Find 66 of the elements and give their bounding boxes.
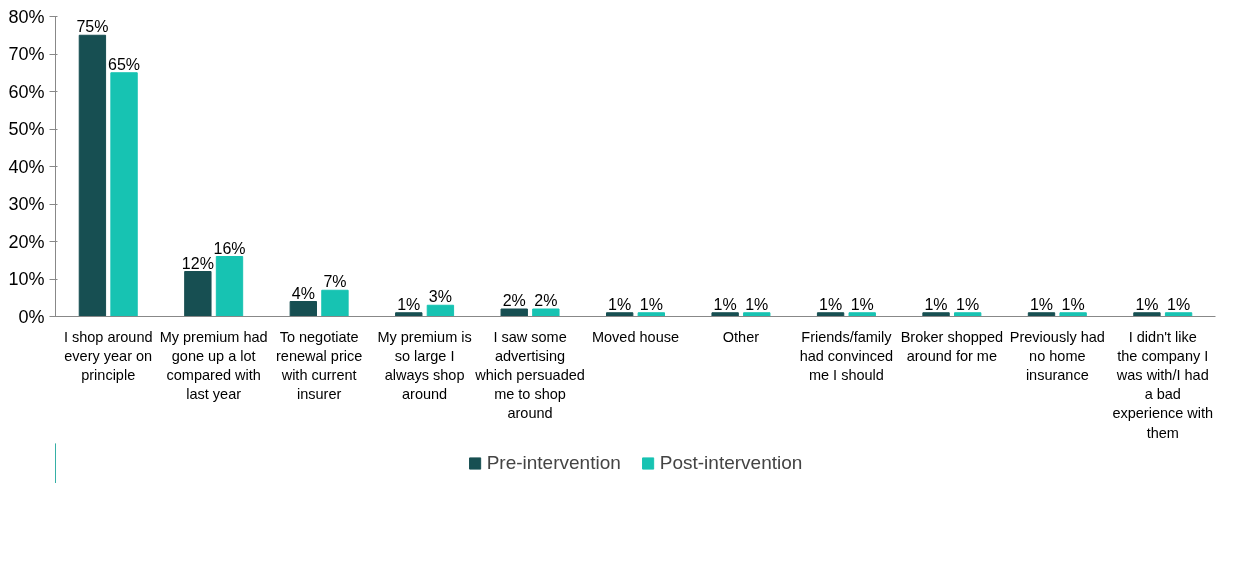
x-tick-label: Other	[722, 328, 760, 345]
x-tick-label: I didn't like the company I was with/I had a bad experience with them	[1112, 328, 1214, 441]
bar	[426, 304, 455, 317]
data-label: 1%	[819, 295, 843, 313]
data-label: 1%	[956, 295, 980, 313]
bar	[606, 312, 634, 317]
bar	[711, 312, 739, 317]
x-tick-label: Friends/family had convinced me I should	[799, 328, 894, 383]
data-label: 65%	[108, 55, 141, 73]
y-tick-label: 30%	[8, 194, 45, 214]
bar	[500, 308, 528, 317]
bar	[78, 34, 107, 317]
y-tick-label: 0%	[18, 306, 45, 327]
bar	[816, 312, 845, 317]
x-tick-label: My premium is so large I always shop around	[377, 328, 472, 403]
bar	[184, 271, 212, 317]
bar	[922, 312, 950, 317]
data-label: 75%	[76, 18, 109, 36]
x-tick-label: Broker shopped around for me	[900, 328, 1004, 364]
bar	[532, 308, 560, 317]
x-tick-label: To negotiate renewal price with current insurer	[276, 328, 363, 403]
y-tick-label: 20%	[8, 231, 45, 252]
y-tick-label: 40%	[8, 156, 45, 177]
y-tick-label: 70%	[8, 44, 45, 64]
x-tick-label: Previously had no home insurance	[1009, 328, 1105, 383]
bar	[289, 301, 317, 317]
x-tick-label: My premium had gone up a lot compared with last year	[159, 328, 268, 403]
y-tick-label: 60%	[8, 81, 45, 102]
x-tick-label: I saw some advertising which persuaded me to shop around	[474, 328, 585, 422]
y-tick-label: 80%	[8, 6, 45, 27]
data-label: 1%	[924, 295, 948, 313]
y-tick-label: 50%	[8, 119, 45, 139]
bar	[1133, 312, 1161, 317]
bar	[954, 312, 982, 317]
bar	[848, 312, 876, 317]
bar	[395, 312, 423, 317]
data-label: 1%	[1061, 295, 1085, 313]
data-label: 1%	[397, 295, 421, 313]
bar	[1164, 312, 1193, 317]
data-label: 1%	[850, 295, 874, 313]
data-label: 1%	[608, 295, 632, 313]
bar	[1027, 312, 1056, 317]
x-tick-label: I shop around every year on principle	[63, 328, 153, 383]
data-label: 1%	[713, 295, 737, 313]
bar	[110, 72, 138, 317]
data-label: 3%	[428, 288, 452, 306]
data-label: 1%	[1135, 295, 1159, 313]
legend-label: Post-intervention	[659, 452, 803, 474]
data-label: 2%	[534, 292, 558, 309]
legend-label: Pre-intervention	[486, 452, 621, 474]
data-label: 1%	[745, 295, 769, 313]
data-label: 7%	[323, 273, 347, 291]
data-label: 4%	[291, 284, 315, 302]
data-label: 1%	[1029, 295, 1054, 313]
data-label: 16%	[213, 239, 246, 257]
y-tick-label: 10%	[8, 269, 45, 289]
bar	[743, 312, 771, 317]
bar	[321, 289, 349, 317]
data-label: 12%	[181, 254, 214, 272]
bar	[637, 312, 665, 317]
bar	[215, 256, 244, 317]
x-tick-label: Moved house	[591, 328, 680, 345]
data-label: 1%	[639, 295, 663, 313]
data-label: 2%	[502, 292, 526, 309]
data-label: 1%	[1167, 295, 1191, 313]
bar	[1059, 312, 1087, 317]
